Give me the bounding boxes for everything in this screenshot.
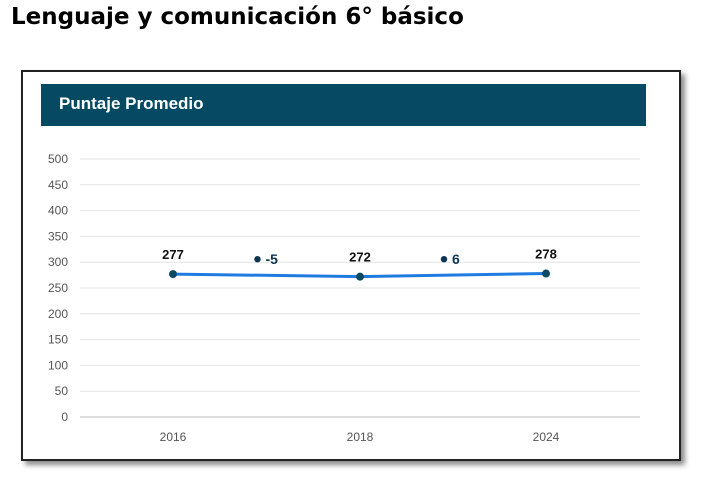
y-tick-label: 50 [55,384,69,398]
y-tick-label: 200 [48,307,68,321]
delta-marker [440,256,448,263]
y-tick-label: 150 [48,333,68,347]
data-point [542,269,550,278]
chart-title: Puntaje Promedio [59,94,204,113]
data-label: 272 [349,250,371,265]
y-tick-label: 250 [48,281,68,295]
delta-marker [254,256,261,263]
y-tick-label: 0 [61,410,68,424]
delta-label: 6 [452,251,460,267]
line-chart: 0 50 100 150 200 250 300 350 400 450 500 2016 2018 20… [48,152,640,444]
delta-label: -5 [266,251,279,267]
data-label: 277 [162,247,184,262]
data-label: 278 [535,247,557,262]
page-title: Lenguaje y comunicación 6° básico [11,4,464,30]
chart-card: Puntaje Promedio 0 50 100 150 200 250 300 350 40… [21,70,681,461]
x-tick-label: 2018 [347,430,374,444]
data-point [356,272,364,281]
y-tick-label: 400 [48,204,68,218]
x-tick-label: 2024 [533,430,560,444]
y-tick-label: 100 [48,358,68,372]
chart-header: Puntaje Promedio [41,84,646,126]
y-tick-label: 350 [48,229,68,243]
y-tick-label: 500 [48,152,68,166]
x-tick-label: 2016 [160,430,187,444]
y-tick-label: 450 [48,178,68,192]
data-point [169,270,177,279]
y-tick-label: 300 [48,255,68,269]
